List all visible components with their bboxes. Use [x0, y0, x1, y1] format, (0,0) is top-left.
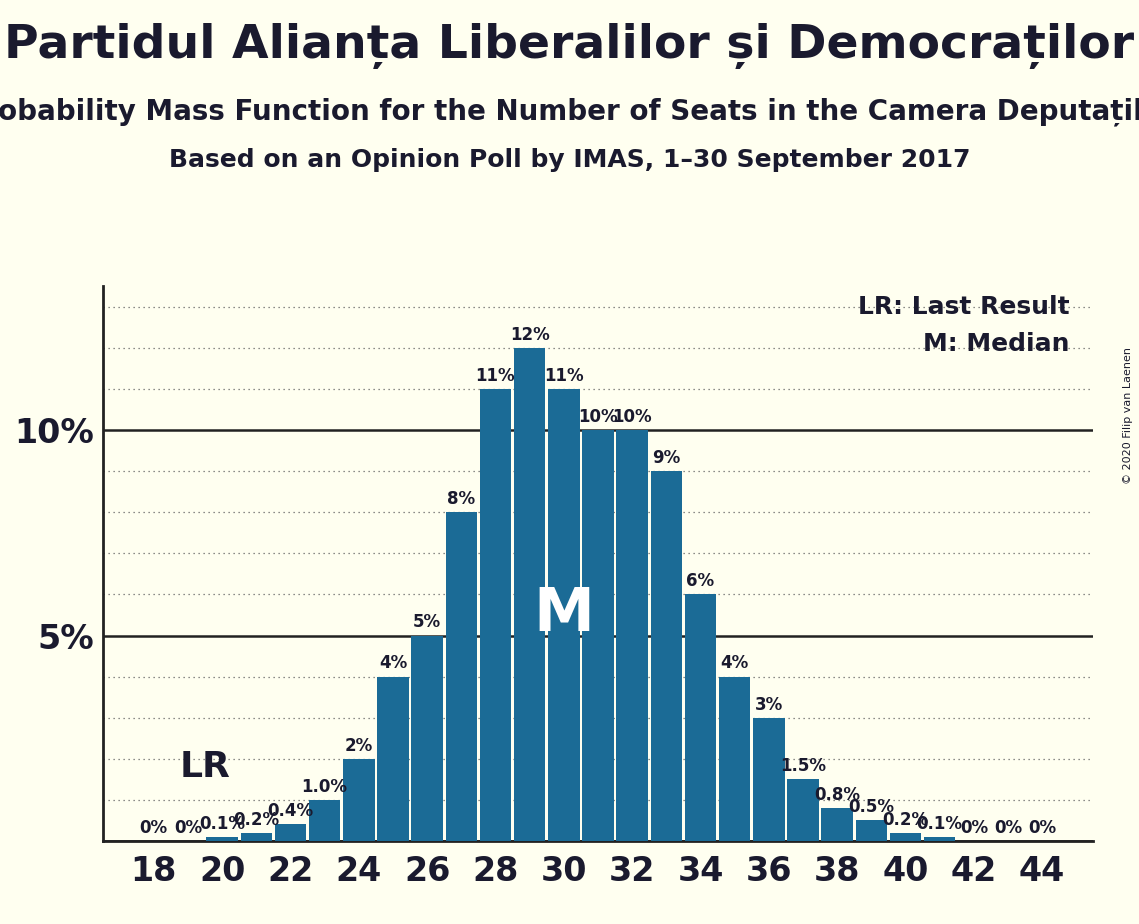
- Bar: [343, 759, 375, 841]
- Text: M: M: [533, 586, 595, 644]
- Text: 0.2%: 0.2%: [233, 810, 279, 829]
- Text: 2%: 2%: [345, 736, 372, 755]
- Bar: [753, 718, 785, 841]
- Bar: [377, 676, 409, 841]
- Text: Based on an Opinion Poll by IMAS, 1–30 September 2017: Based on an Opinion Poll by IMAS, 1–30 S…: [169, 148, 970, 172]
- Bar: [924, 837, 956, 841]
- Text: Partidul Alianța Liberalilor și Democraților: Partidul Alianța Liberalilor și Democraț…: [5, 23, 1134, 69]
- Text: 11%: 11%: [476, 367, 515, 385]
- Text: LR: Last Result: LR: Last Result: [858, 295, 1070, 319]
- Bar: [719, 676, 751, 841]
- Text: © 2020 Filip van Laenen: © 2020 Filip van Laenen: [1123, 347, 1133, 484]
- Text: LR: LR: [180, 750, 230, 784]
- Text: 4%: 4%: [721, 654, 748, 673]
- Text: 3%: 3%: [755, 696, 782, 713]
- Text: 0.1%: 0.1%: [199, 815, 245, 833]
- Text: 0.2%: 0.2%: [883, 810, 928, 829]
- Bar: [206, 837, 238, 841]
- Text: 0%: 0%: [960, 819, 988, 837]
- Bar: [685, 594, 716, 841]
- Text: 9%: 9%: [653, 449, 680, 468]
- Text: Probability Mass Function for the Number of Seats in the Camera Deputaților: Probability Mass Function for the Number…: [0, 97, 1139, 126]
- Text: 0%: 0%: [174, 819, 202, 837]
- Text: 5%: 5%: [413, 614, 441, 631]
- Text: 10%: 10%: [579, 408, 617, 426]
- Bar: [309, 800, 341, 841]
- Bar: [616, 431, 648, 841]
- Text: 11%: 11%: [544, 367, 583, 385]
- Bar: [274, 824, 306, 841]
- Bar: [514, 348, 546, 841]
- Bar: [445, 512, 477, 841]
- Text: 0.8%: 0.8%: [814, 786, 860, 804]
- Text: 10%: 10%: [613, 408, 652, 426]
- Bar: [240, 833, 272, 841]
- Text: 4%: 4%: [379, 654, 407, 673]
- Bar: [480, 389, 511, 841]
- Text: 1.5%: 1.5%: [780, 757, 826, 775]
- Text: 12%: 12%: [510, 326, 549, 344]
- Text: 0%: 0%: [994, 819, 1022, 837]
- Text: 6%: 6%: [687, 572, 714, 590]
- Bar: [411, 636, 443, 841]
- Text: M: Median: M: Median: [923, 332, 1070, 356]
- Text: 0.4%: 0.4%: [268, 802, 313, 821]
- Text: 8%: 8%: [448, 491, 475, 508]
- Bar: [650, 471, 682, 841]
- Text: 0%: 0%: [1029, 819, 1056, 837]
- Text: 0.5%: 0.5%: [849, 798, 894, 816]
- Text: 0%: 0%: [140, 819, 167, 837]
- Text: 0.1%: 0.1%: [917, 815, 962, 833]
- Bar: [855, 821, 887, 841]
- Bar: [787, 779, 819, 841]
- Bar: [582, 431, 614, 841]
- Text: 1.0%: 1.0%: [302, 778, 347, 796]
- Bar: [821, 808, 853, 841]
- Bar: [890, 833, 921, 841]
- Bar: [548, 389, 580, 841]
